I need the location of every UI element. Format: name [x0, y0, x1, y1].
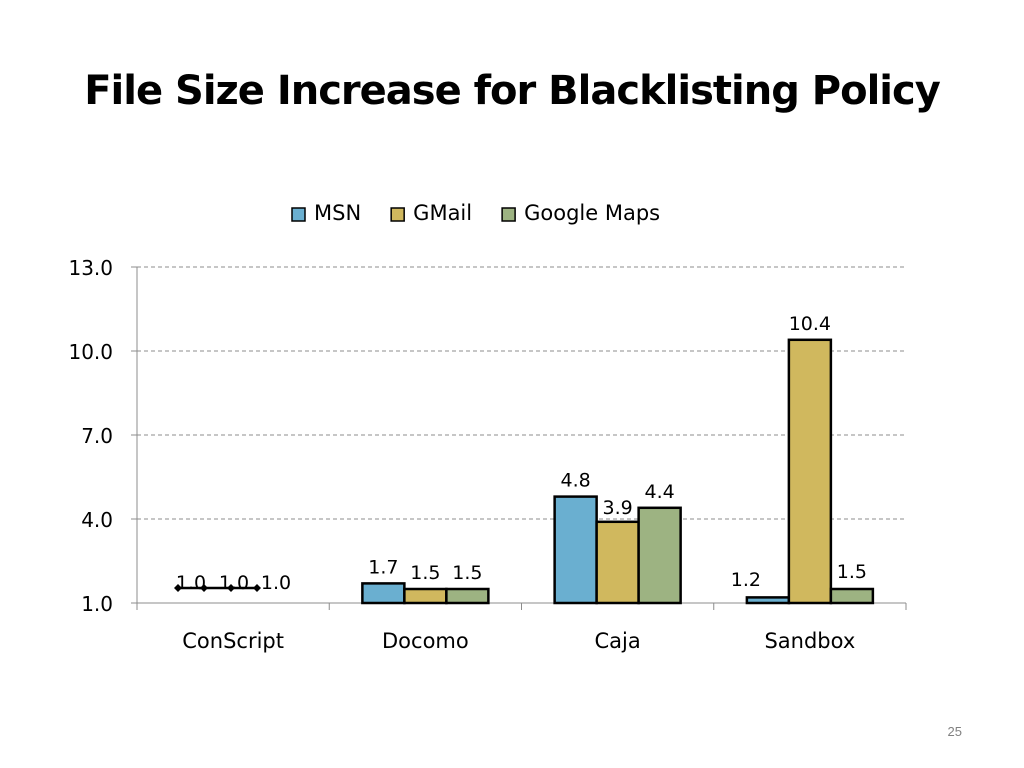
conscript-marker: [253, 584, 261, 592]
slide-title: File Size Increase for Blacklisting Poli…: [84, 68, 941, 114]
data-label: 3.9: [603, 497, 633, 519]
data-label: 1.7: [368, 556, 398, 578]
legend-label: GMail: [413, 201, 472, 225]
bar: [745, 596, 791, 605]
bar: [595, 520, 640, 605]
data-label: 4.8: [561, 470, 591, 492]
x-tick-label: Docomo: [382, 629, 469, 653]
bar: [787, 338, 833, 605]
data-label: 1.2: [731, 569, 761, 591]
legend-swatch: [291, 207, 306, 222]
data-label: 1.0: [261, 572, 291, 594]
data-label: 10.4: [789, 313, 831, 335]
y-tick-label: 13.0: [68, 256, 113, 280]
x-tick-label: ConScript: [182, 629, 284, 653]
legend-label: Google Maps: [524, 201, 660, 225]
y-tick-label: 4.0: [81, 508, 113, 532]
x-tick-label: Caja: [595, 629, 641, 653]
bar: [445, 587, 490, 605]
data-label: 1.5: [837, 561, 867, 583]
data-label: 1.0: [176, 572, 206, 594]
data-label: 1.0: [219, 572, 249, 594]
bar: [637, 506, 682, 605]
y-tick-label: 10.0: [68, 340, 113, 364]
legend-swatch: [390, 207, 405, 222]
bar-chart: 1.0 4.0 7.0 10.0 13.0 ConScript 1.0 1.0 1.0 Docom…: [68, 201, 907, 653]
bar: [403, 587, 448, 605]
x-tick-label: Sandbox: [764, 629, 855, 653]
bar: [361, 582, 406, 605]
bar: [553, 495, 598, 605]
legend-swatch: [501, 207, 516, 222]
data-label: 1.5: [452, 562, 482, 584]
y-tick-label: 1.0: [81, 592, 113, 616]
conscript-marker: [200, 584, 208, 592]
page-number: 25: [947, 724, 962, 739]
legend-label: MSN: [314, 201, 361, 225]
conscript-marker: [174, 584, 182, 592]
data-label: 4.4: [645, 481, 675, 503]
data-label: 1.5: [410, 562, 440, 584]
bar: [829, 587, 875, 605]
conscript-marker: [227, 584, 235, 592]
y-tick-label: 7.0: [81, 424, 113, 448]
